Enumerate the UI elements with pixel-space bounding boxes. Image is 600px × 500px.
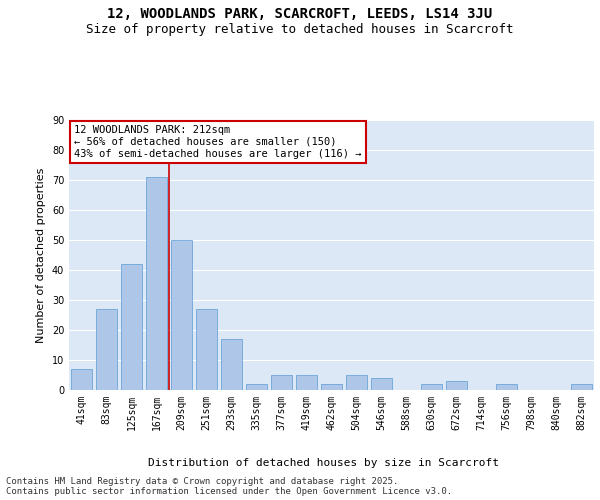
Bar: [496, 384, 517, 390]
Bar: [196, 309, 217, 390]
Bar: [446, 381, 467, 390]
Bar: [71, 369, 92, 390]
Text: 12, WOODLANDS PARK, SCARCROFT, LEEDS, LS14 3JU: 12, WOODLANDS PARK, SCARCROFT, LEEDS, LS…: [107, 8, 493, 22]
Bar: [296, 375, 317, 390]
Bar: [246, 384, 267, 390]
Bar: [371, 378, 392, 390]
Text: 12 WOODLANDS PARK: 212sqm
← 56% of detached houses are smaller (150)
43% of semi: 12 WOODLANDS PARK: 212sqm ← 56% of detac…: [74, 126, 362, 158]
Bar: [221, 339, 242, 390]
Bar: [96, 309, 117, 390]
Bar: [146, 177, 167, 390]
Text: Contains HM Land Registry data © Crown copyright and database right 2025.: Contains HM Land Registry data © Crown c…: [6, 477, 398, 486]
Bar: [421, 384, 442, 390]
Bar: [321, 384, 342, 390]
Text: Size of property relative to detached houses in Scarcroft: Size of property relative to detached ho…: [86, 22, 514, 36]
Bar: [346, 375, 367, 390]
Y-axis label: Number of detached properties: Number of detached properties: [36, 168, 46, 342]
Text: Contains public sector information licensed under the Open Government Licence v3: Contains public sector information licen…: [6, 487, 452, 496]
Text: Distribution of detached houses by size in Scarcroft: Distribution of detached houses by size …: [149, 458, 499, 468]
Bar: [271, 375, 292, 390]
Bar: [571, 384, 592, 390]
Bar: [171, 240, 192, 390]
Bar: [121, 264, 142, 390]
